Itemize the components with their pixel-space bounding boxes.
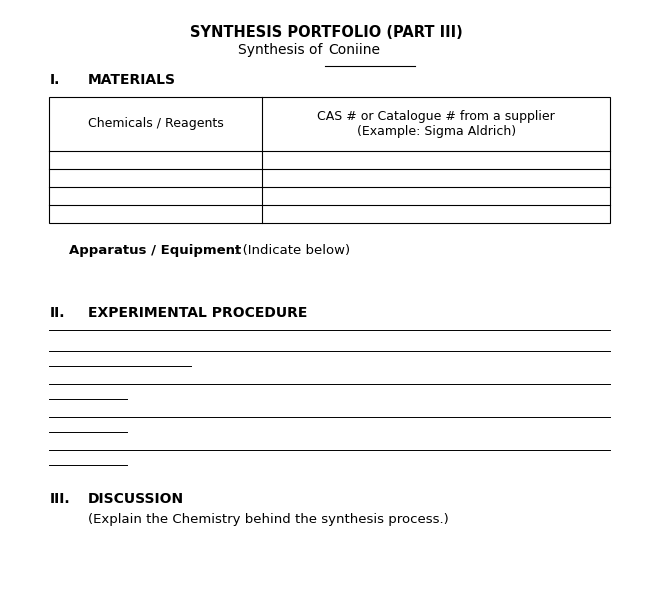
Text: SYNTHESIS PORTFOLIO (PART III): SYNTHESIS PORTFOLIO (PART III)	[190, 25, 463, 40]
Text: MATERIALS: MATERIALS	[88, 73, 176, 87]
Text: III.: III.	[49, 492, 70, 506]
Text: Coniine: Coniine	[328, 43, 380, 57]
Text: : (Indicate below): : (Indicate below)	[234, 243, 351, 257]
Text: DISCUSSION: DISCUSSION	[88, 492, 184, 506]
Text: (Explain the Chemistry behind the synthesis process.): (Explain the Chemistry behind the synthe…	[88, 513, 449, 526]
Text: Chemicals / Reagents: Chemicals / Reagents	[88, 117, 223, 131]
Text: Apparatus / Equipment: Apparatus / Equipment	[69, 243, 241, 257]
Text: Synthesis of: Synthesis of	[238, 43, 326, 57]
Bar	[49, 97, 610, 223]
Text: I.: I.	[49, 73, 59, 87]
Text: EXPERIMENTAL PROCEDURE: EXPERIMENTAL PROCEDURE	[88, 307, 308, 320]
Text: II.: II.	[49, 307, 65, 320]
Text: CAS # or Catalogue # from a supplier
(Example: Sigma Aldrich): CAS # or Catalogue # from a supplier (Ex…	[317, 110, 555, 138]
